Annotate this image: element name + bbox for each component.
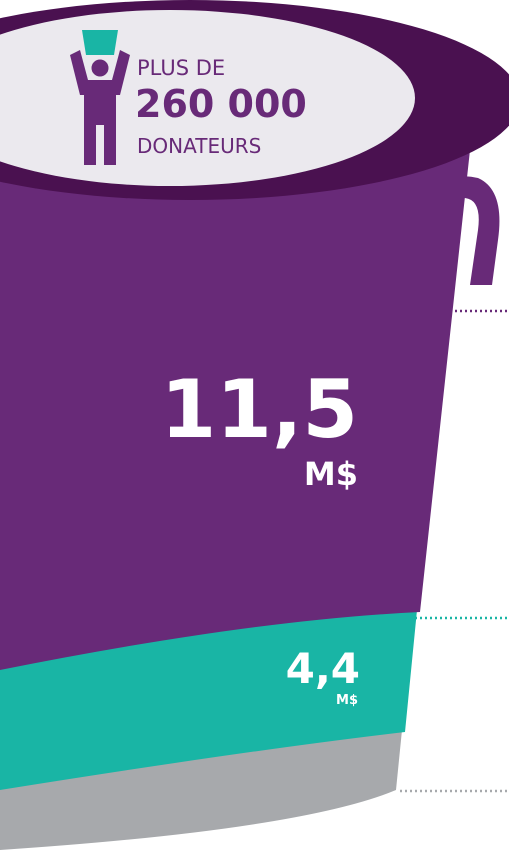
bucket-infographic: PLUS DE 260 000 DONATEURS 11,5 M$ 4,4 M$ — [0, 0, 509, 850]
amount-text: 11,5 — [161, 363, 358, 456]
suffix-text: DONATEURS — [137, 134, 261, 158]
unit-text: M$ — [304, 455, 358, 493]
prefix-text: PLUS DE — [137, 56, 225, 80]
count-text: 260 000 — [135, 82, 307, 126]
unit-text: M$ — [336, 693, 358, 708]
amount-text: 4,4 — [286, 644, 360, 693]
